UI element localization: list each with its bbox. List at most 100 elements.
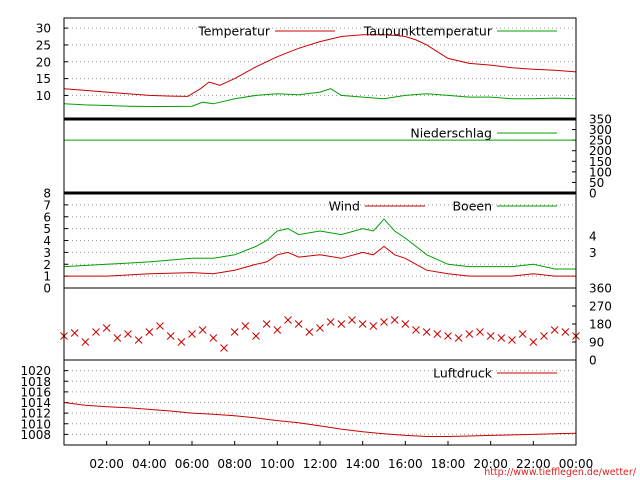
x-tick-label: 14:00 [345, 457, 380, 471]
pressure-ytick-label: 1008 [20, 428, 51, 442]
temperature-ytick-label: 15 [36, 72, 51, 86]
pressure-ytick-label: 1020 [20, 364, 51, 378]
wind_direction-point [561, 328, 570, 336]
x-tick-label: 06:00 [175, 457, 210, 471]
wind-legend-label: Boeen [452, 199, 492, 214]
wind_direction-point [220, 344, 228, 352]
temperature-legend-label: Taupunkttemperatur [363, 24, 493, 39]
wind_direction-point [540, 332, 548, 340]
wind_direction-point [390, 316, 399, 324]
precipitation-ytick-label: 300 [589, 123, 612, 137]
wind_direction-point [284, 316, 292, 324]
wind_direction-point [433, 330, 442, 338]
x-tick-label: 04:00 [132, 457, 167, 471]
pressure-legend-label: Luftdruck [433, 366, 493, 381]
wind_direction-point [422, 328, 431, 336]
x-tick-label: 00:00 [559, 457, 594, 471]
x-tick-label: 16:00 [388, 457, 423, 471]
temperature-series-taupunkttemperatur [63, 88, 577, 107]
wind_direction-point [70, 329, 79, 337]
wind_direction-point [134, 336, 143, 344]
wind_direction-point [198, 326, 207, 334]
temperature-ytick-label: 30 [36, 22, 51, 36]
wind_direction-point [380, 318, 388, 326]
pressure-ytick-label: 1016 [20, 385, 51, 399]
wind_direction-point [209, 334, 218, 342]
x-axis: 02:00 04:00 06:00 08:00 10:00 12:00 14:00 16:00… [89, 441, 593, 471]
temperature-ytick-label: 20 [36, 55, 51, 69]
wind_direction-ytick-label: 90 [589, 336, 604, 350]
wind_direction-point [550, 326, 559, 334]
wind_direction-point [454, 334, 463, 342]
temperature-legend-label: Temperatur [197, 24, 271, 39]
wind-ytick-label: 7 [43, 198, 51, 212]
wind_direction-point [369, 322, 378, 330]
x-tick-label: 22:00 [516, 457, 551, 471]
wind_direction-point [358, 320, 367, 328]
wind-ytick-label: 5 [43, 222, 51, 236]
wind_direction-point [348, 316, 356, 324]
precipitation-ytick-label: 350 [589, 113, 612, 127]
wind_direction-point [252, 332, 260, 340]
temperature-ytick-label: 10 [36, 89, 51, 103]
wind-y2tick-label: 3 [589, 246, 597, 260]
wind_direction-point [262, 320, 271, 328]
wind_direction-point [241, 322, 250, 330]
wind_direction-point [412, 326, 420, 334]
precipitation-ytick-label: 0 [589, 187, 597, 201]
wind_direction-point [188, 330, 196, 338]
wind_direction-ytick-label: 180 [589, 318, 612, 332]
wind-series-wind [64, 245, 576, 277]
wind_direction-ytick-label: 270 [589, 300, 612, 314]
wind_direction-point [401, 320, 410, 328]
precipitation-ytick-label: 150 [589, 155, 612, 169]
wind_direction-point [518, 330, 527, 338]
wind_direction-frame [63, 287, 577, 361]
wind-legend-label: Wind [329, 199, 360, 214]
wind_direction-point [166, 332, 175, 340]
temperature-panel: 10 15 20 25 30 Temperatur Taupunkttemperatur [36, 17, 577, 120]
wind_direction-point [476, 328, 484, 336]
precipitation-ytick-label: 100 [589, 165, 612, 179]
wind_direction-point [337, 320, 346, 328]
wind_direction-point [102, 324, 111, 332]
wind-ytick-label: 2 [43, 258, 51, 272]
x-tick-label: 20:00 [473, 457, 508, 471]
wind-y2tick-label: 4 [589, 229, 597, 243]
x-tick-label: 10:00 [260, 457, 295, 471]
wind_direction-point [156, 322, 164, 330]
wind_direction-point [444, 332, 452, 340]
precipitation-legend-label: Niederschlag [410, 126, 492, 141]
x-tick-label: 08:00 [217, 457, 252, 471]
wind_direction-point [230, 328, 239, 336]
wind_direction-point [294, 320, 303, 328]
precipitation-ytick-label: 50 [589, 176, 604, 190]
wind-series-boeen [63, 218, 576, 270]
wind_direction-point [92, 328, 100, 336]
wind_direction-point [497, 334, 506, 342]
wind_direction-point [124, 330, 132, 338]
precipitation-ytick-label: 200 [589, 144, 612, 158]
wind_direction-panel: 0 90 180 270 360 [60, 282, 612, 368]
wind_direction-point [508, 336, 516, 344]
wind_direction-ytick-label: 360 [589, 282, 612, 296]
wind-ytick-label: 0 [43, 282, 51, 296]
wind_direction-point [177, 338, 186, 346]
wind_direction-point [316, 324, 324, 332]
wind_direction-point [529, 338, 538, 346]
wind_direction-point [113, 334, 122, 342]
pressure-ytick-label: 1014 [20, 396, 51, 410]
temperature-frame [63, 17, 577, 120]
precipitation-ytick-label: 250 [589, 134, 612, 148]
credit-link[interactable]: http://www.tiefflegen.de/wetter/ [484, 467, 637, 478]
wind_direction-point [273, 326, 282, 334]
x-tick-label: 12:00 [303, 457, 338, 471]
wind_direction-point [305, 328, 314, 336]
pressure-ytick-label: 1018 [20, 375, 51, 389]
temperature-series-temperatur [63, 34, 577, 97]
wind_direction-point [81, 338, 90, 346]
wind-ytick-label: 8 [43, 187, 51, 201]
